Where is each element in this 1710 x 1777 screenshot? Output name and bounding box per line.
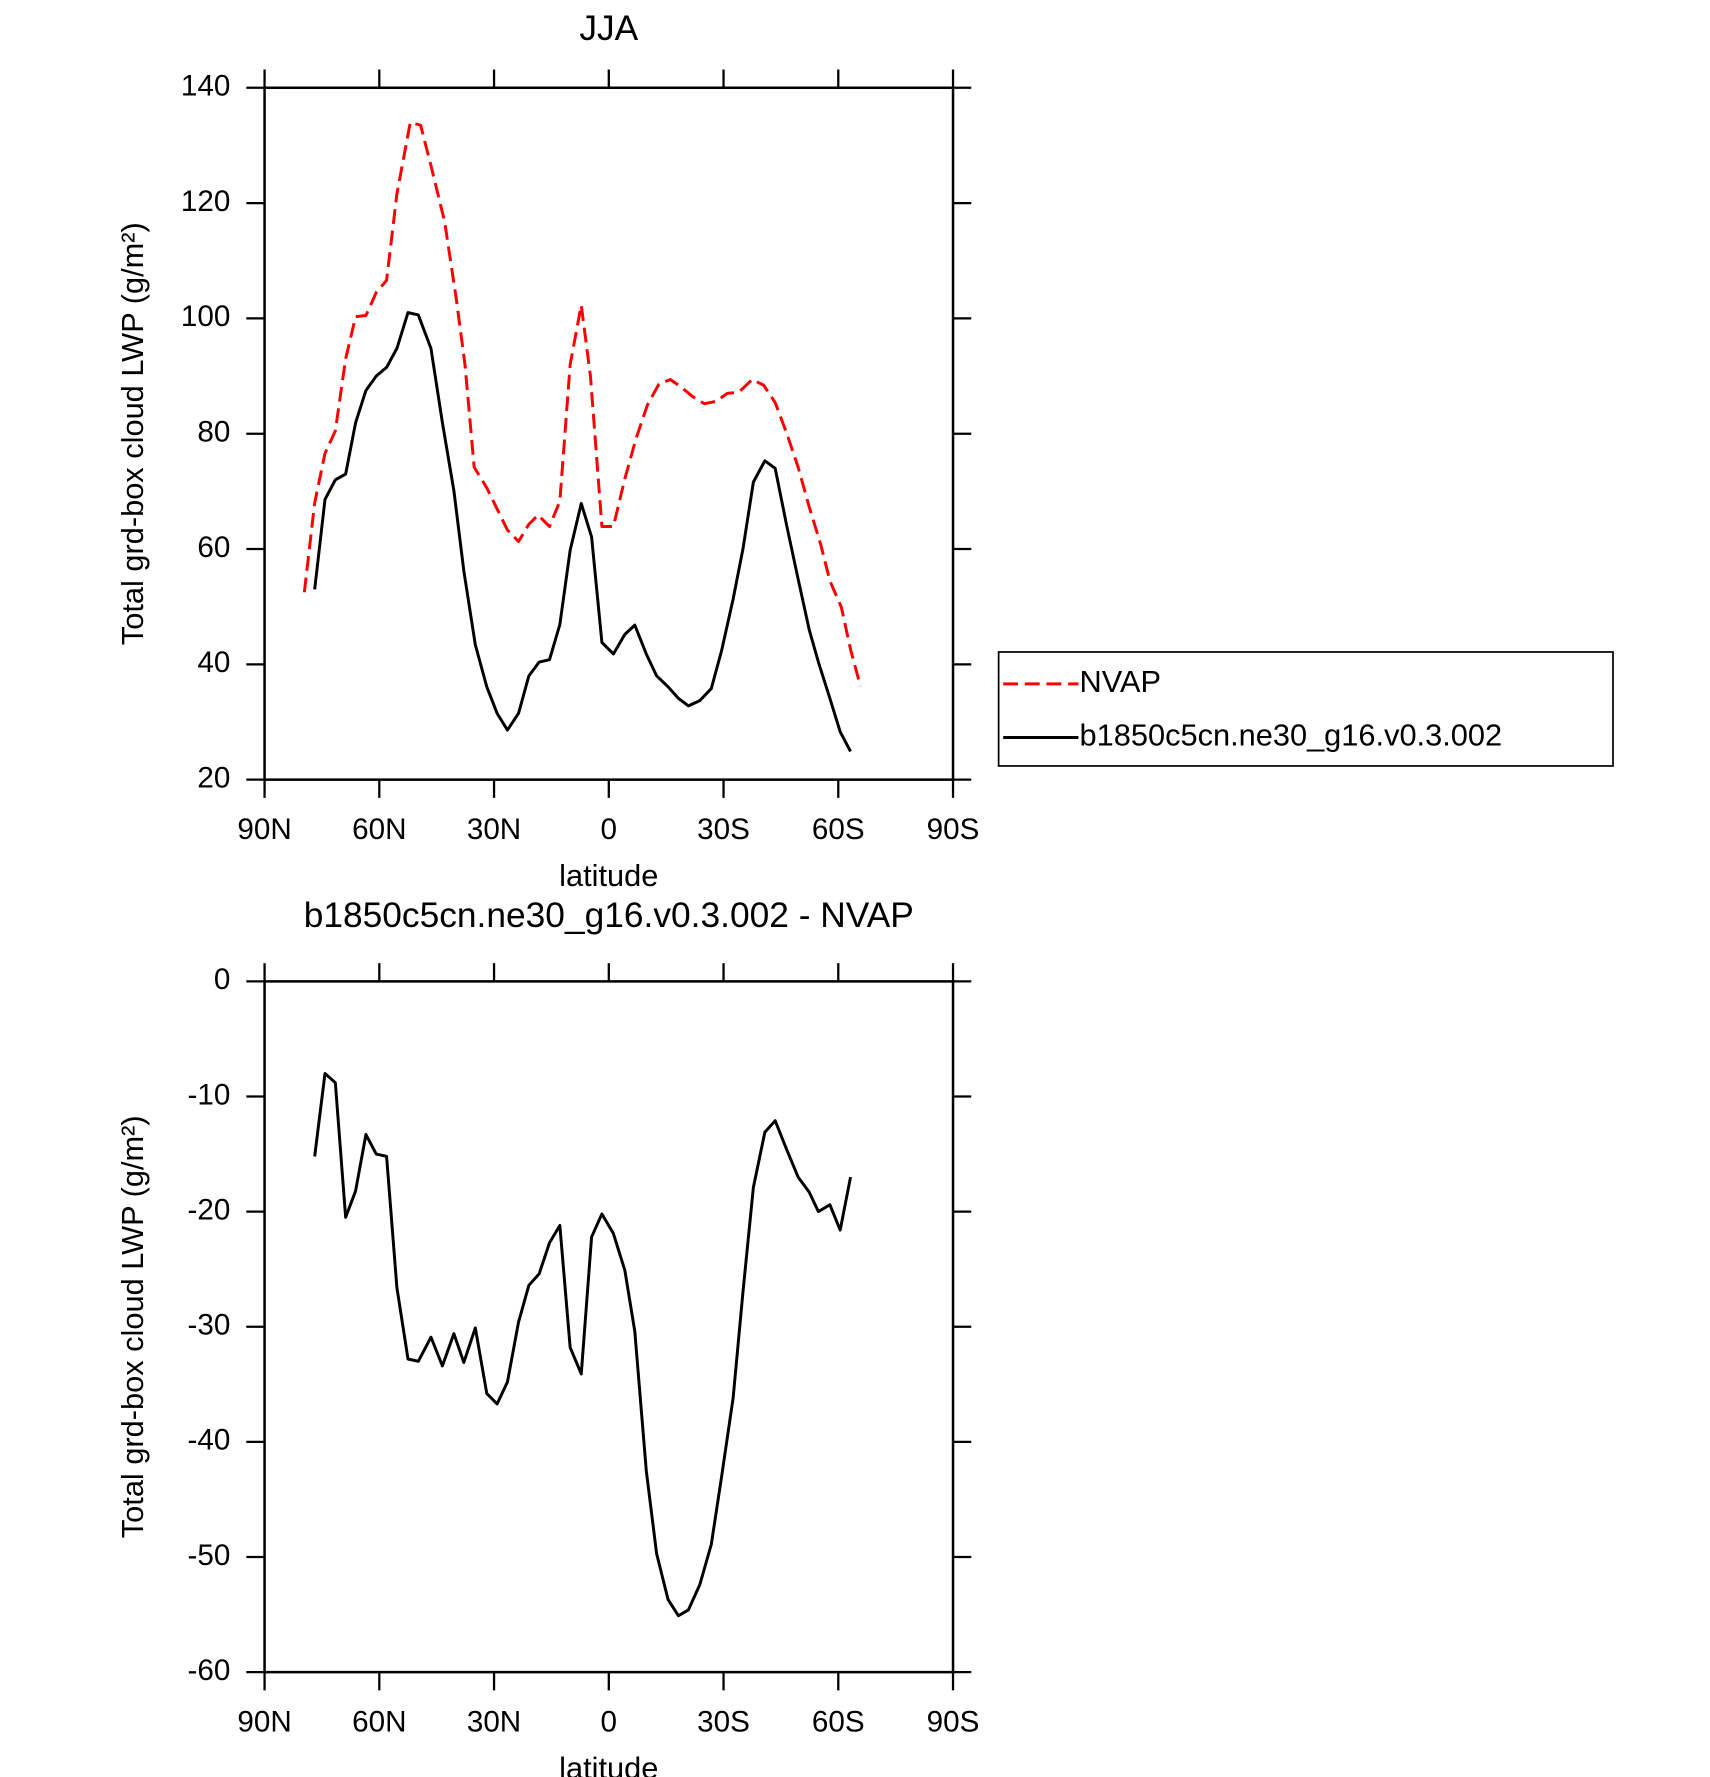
y-tick-label: 100 xyxy=(181,300,230,333)
legend-label: NVAP xyxy=(1080,664,1162,699)
y-axis-label: Total grd-box cloud LWP (g/m²) xyxy=(115,1115,150,1538)
series-line xyxy=(313,1072,852,1618)
x-tick-label: 60N xyxy=(352,813,406,846)
x-axis-label: latitude xyxy=(559,858,658,893)
y-tick-label: -60 xyxy=(188,1654,231,1687)
y-tick-label: 0 xyxy=(214,963,230,996)
series-line xyxy=(313,311,852,753)
y-tick-label: 140 xyxy=(181,70,230,103)
y-tick-label: 40 xyxy=(197,646,230,679)
x-tick-label: 30N xyxy=(467,813,521,846)
x-tick-label: 30S xyxy=(697,813,750,846)
x-tick-label: 30S xyxy=(697,1705,750,1738)
plot-frame xyxy=(263,980,955,1674)
y-tick-label: -20 xyxy=(188,1193,231,1226)
chart-title: JJA xyxy=(579,9,638,48)
y-axis-label: Total grd-box cloud LWP (g/m²) xyxy=(115,222,150,645)
chart-title: b1850c5cn.ne30_g16.v0.3.002 - NVAP xyxy=(304,896,914,935)
x-tick-label: 0 xyxy=(601,813,617,846)
y-tick-label: -10 xyxy=(188,1078,231,1111)
y-tick-label: 20 xyxy=(197,761,230,794)
legend-box xyxy=(997,651,1614,767)
x-tick-label: 30N xyxy=(467,1705,521,1738)
y-tick-label: 120 xyxy=(181,185,230,218)
x-tick-label: 60N xyxy=(352,1705,406,1738)
x-tick-label: 90S xyxy=(927,813,980,846)
x-tick-label: 60S xyxy=(812,1705,865,1738)
legend-label: b1850c5cn.ne30_g16.v0.3.002 xyxy=(1080,718,1503,753)
x-tick-label: 90N xyxy=(237,813,291,846)
x-tick-label: 90N xyxy=(237,1705,291,1738)
y-tick-label: 80 xyxy=(197,416,230,449)
x-tick-label: 0 xyxy=(601,1705,617,1738)
plot-frame xyxy=(263,86,955,781)
y-tick-label: 60 xyxy=(197,531,230,564)
y-tick-label: -50 xyxy=(188,1539,231,1572)
x-tick-label: 60S xyxy=(812,813,865,846)
x-axis-label: latitude xyxy=(559,1750,658,1777)
series-line xyxy=(302,120,862,687)
y-tick-label: -30 xyxy=(188,1309,231,1342)
x-tick-label: 90S xyxy=(927,1705,980,1738)
y-tick-label: -40 xyxy=(188,1424,231,1457)
